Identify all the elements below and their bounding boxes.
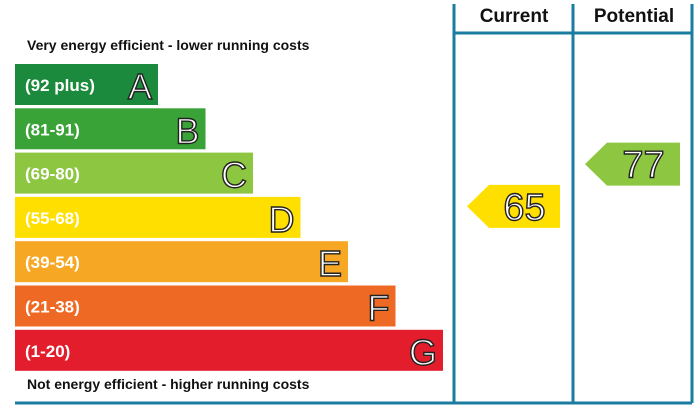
- band-bar-f: [15, 285, 396, 327]
- band-letter-b: B: [175, 110, 199, 151]
- band-bar-e: [15, 241, 348, 283]
- band-letter-a: A: [128, 66, 152, 107]
- band-bar-b: [15, 108, 206, 150]
- band-letter-g: G: [409, 332, 437, 373]
- band-bar-c: [15, 152, 253, 194]
- band-range-g: (1-20): [25, 342, 70, 361]
- header-potential: Potential: [593, 6, 675, 27]
- band-range-e: (39-54): [25, 253, 80, 272]
- potential-arrow: [585, 142, 680, 186]
- band-letter-c: C: [221, 155, 247, 196]
- band-letter-f: F: [368, 288, 390, 329]
- header-current: Current: [479, 6, 549, 27]
- bottom-caption: Not energy efficient - higher running co…: [27, 376, 310, 392]
- band-range-b: (81-91): [25, 120, 80, 139]
- current-arrow: [467, 184, 560, 228]
- top-caption: Very energy efficient - lower running co…: [27, 37, 310, 53]
- band-bar-a: [15, 64, 158, 105]
- band-range-a: (92 plus): [25, 76, 95, 95]
- band-range-c: (69-80): [25, 165, 80, 184]
- potential-value: 77: [622, 145, 664, 187]
- band-range-f: (21-38): [25, 298, 80, 317]
- band-bar-g: [15, 329, 443, 371]
- current-value: 65: [503, 187, 545, 229]
- band-bar-d: [15, 196, 301, 238]
- band-letter-e: E: [318, 243, 342, 284]
- band-letter-d: D: [269, 199, 295, 240]
- band-range-d: (55-68): [25, 209, 80, 228]
